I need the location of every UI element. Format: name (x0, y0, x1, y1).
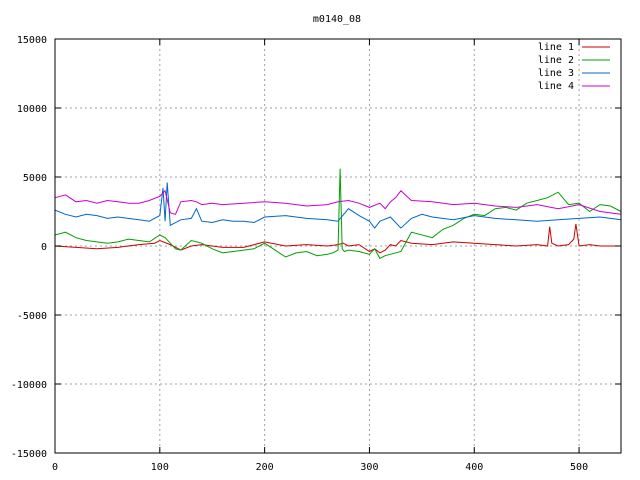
x-tick-label: 300 (360, 462, 378, 473)
series-line-4 (54, 189, 622, 215)
axes: -15000 -10000 -5000 0 5000 10000 15000 0 100 200 3… (11, 35, 621, 473)
y-tick-label: -10000 (11, 380, 47, 391)
x-tick-label: 100 (151, 462, 169, 473)
y-tick-label: 10000 (17, 104, 47, 115)
y-tick-label: -5000 (17, 311, 47, 322)
series-line-2 (54, 168, 622, 260)
series-layer (54, 168, 622, 260)
legend: line 1 line 2 line 3 line 4 (538, 42, 610, 92)
x-tick-label: 400 (465, 462, 483, 473)
legend-label: line 2 (538, 55, 574, 66)
legend-label: line 4 (538, 81, 574, 92)
y-tick-label: 5000 (23, 173, 47, 184)
series-line-3 (54, 182, 622, 229)
chart-title: m0140_08 (313, 14, 361, 25)
legend-label: line 3 (538, 68, 574, 79)
x-tick-label: 500 (570, 462, 588, 473)
y-tick-label: 0 (41, 242, 47, 253)
y-tick-label: -15000 (11, 449, 47, 460)
legend-label: line 1 (538, 42, 574, 53)
y-tick-label: 15000 (17, 35, 47, 46)
x-tick-label: 200 (256, 462, 274, 473)
x-tick-label: 0 (52, 462, 58, 473)
